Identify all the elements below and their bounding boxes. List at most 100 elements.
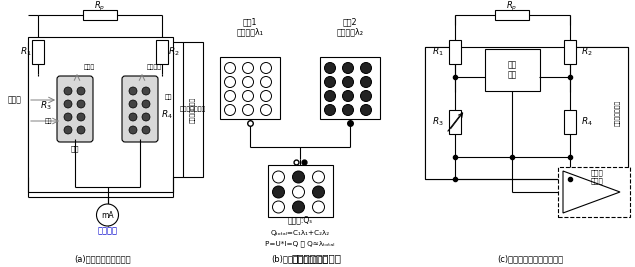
Circle shape (342, 62, 354, 73)
Circle shape (129, 87, 137, 95)
Text: 前置放
大電路: 前置放 大電路 (591, 170, 603, 184)
Circle shape (129, 126, 137, 134)
Circle shape (361, 91, 371, 101)
Circle shape (293, 186, 305, 198)
Circle shape (260, 91, 272, 101)
Text: 雙臂參比型檢測器: 雙臂參比型檢測器 (292, 253, 342, 263)
Bar (449, 110, 461, 134)
Circle shape (324, 104, 335, 116)
Text: 組分1
熱導係數λ₁: 組分1 熱導係數λ₁ (236, 17, 264, 37)
Circle shape (64, 126, 72, 134)
Text: $R_3$: $R_3$ (40, 100, 52, 112)
Text: (a)雙臂參比型連接示意: (a)雙臂參比型連接示意 (75, 254, 131, 264)
Circle shape (293, 171, 305, 183)
Circle shape (272, 186, 284, 198)
Circle shape (77, 113, 85, 121)
Bar (485, 49, 540, 91)
Circle shape (361, 104, 371, 116)
Circle shape (342, 77, 354, 88)
Circle shape (64, 87, 72, 95)
Circle shape (97, 204, 119, 226)
Circle shape (272, 201, 284, 213)
Text: 測量: 測量 (70, 145, 79, 152)
Bar (28, 37, 173, 192)
Bar (267, 165, 333, 217)
Circle shape (260, 77, 272, 88)
Circle shape (260, 104, 272, 116)
Circle shape (77, 100, 85, 108)
Text: 零點
調節: 零點 調節 (507, 60, 517, 80)
Bar (156, 40, 168, 64)
Text: $R_1$: $R_1$ (432, 46, 444, 58)
Circle shape (293, 201, 305, 213)
Circle shape (225, 77, 236, 88)
Circle shape (77, 87, 85, 95)
Text: (b)雙臂參比型原理示例: (b)雙臂參比型原理示例 (272, 254, 328, 264)
Text: $R_3$: $R_3$ (432, 116, 444, 128)
Circle shape (64, 113, 72, 121)
Text: mA: mA (101, 210, 114, 219)
Circle shape (342, 104, 354, 116)
Circle shape (243, 77, 253, 88)
Bar (608, 47, 628, 179)
Circle shape (243, 91, 253, 101)
Text: 參比: 參比 (44, 118, 52, 124)
Bar (449, 40, 461, 64)
Circle shape (342, 91, 354, 101)
Text: (c)雙臂參比型電路連接示例: (c)雙臂參比型電路連接示例 (497, 254, 563, 264)
Text: 恒壓源或恒流源: 恒壓源或恒流源 (190, 96, 196, 123)
Bar (32, 40, 44, 64)
Text: P=U*I=Q 且 Q≈λₜₒₜₐₗ: P=U*I=Q 且 Q≈λₜₒₜₐₗ (265, 240, 335, 247)
Circle shape (129, 113, 137, 121)
Polygon shape (563, 171, 620, 213)
Circle shape (142, 113, 150, 121)
Circle shape (324, 77, 335, 88)
Text: 恒壓源或恒流源: 恒壓源或恒流源 (180, 107, 206, 112)
Text: 樣氣出: 樣氣出 (83, 64, 95, 70)
Text: $R_2$: $R_2$ (581, 46, 592, 58)
Text: Qₜₒₜₐₗ=C₁λ₁+C₂λ₂: Qₜₒₜₐₗ=C₁λ₁+C₂λ₂ (271, 230, 330, 236)
Bar (220, 57, 280, 119)
Circle shape (77, 126, 85, 134)
Circle shape (243, 62, 253, 73)
Text: $R_4$: $R_4$ (581, 116, 593, 128)
Circle shape (225, 62, 236, 73)
Text: 參比: 參比 (165, 94, 173, 100)
Circle shape (312, 186, 324, 198)
Bar (83, 10, 117, 20)
Text: 組分2
熱導係數λ₂: 組分2 熱導係數λ₂ (337, 17, 363, 37)
Bar (564, 40, 576, 64)
Bar (495, 10, 529, 20)
Bar (425, 47, 628, 179)
Text: 混合氣:Qₛ: 混合氣:Qₛ (288, 215, 312, 225)
Circle shape (142, 87, 150, 95)
FancyBboxPatch shape (122, 76, 158, 142)
Bar (558, 167, 630, 217)
Text: 參比氣出: 參比氣出 (147, 64, 161, 70)
Circle shape (225, 91, 236, 101)
Circle shape (361, 62, 371, 73)
Circle shape (272, 171, 284, 183)
Text: 樣氣入: 樣氣入 (8, 96, 22, 104)
Text: $R_2$: $R_2$ (168, 46, 180, 58)
Text: $R_4$: $R_4$ (161, 109, 173, 121)
FancyBboxPatch shape (57, 76, 93, 142)
Circle shape (142, 126, 150, 134)
Circle shape (260, 62, 272, 73)
Text: $R_p$: $R_p$ (95, 0, 105, 13)
Circle shape (225, 104, 236, 116)
Circle shape (361, 77, 371, 88)
Text: 恒壓源或恒流源: 恒壓源或恒流源 (615, 100, 621, 126)
Circle shape (129, 100, 137, 108)
Circle shape (312, 201, 324, 213)
Circle shape (142, 100, 150, 108)
Circle shape (324, 62, 335, 73)
Text: 測量信號: 測量信號 (98, 226, 117, 235)
Bar (320, 57, 380, 119)
Circle shape (64, 100, 72, 108)
Circle shape (324, 91, 335, 101)
Bar (564, 110, 576, 134)
Text: $R_1$: $R_1$ (20, 46, 32, 58)
Text: $R_p$: $R_p$ (506, 0, 518, 13)
Bar (183, 42, 203, 177)
